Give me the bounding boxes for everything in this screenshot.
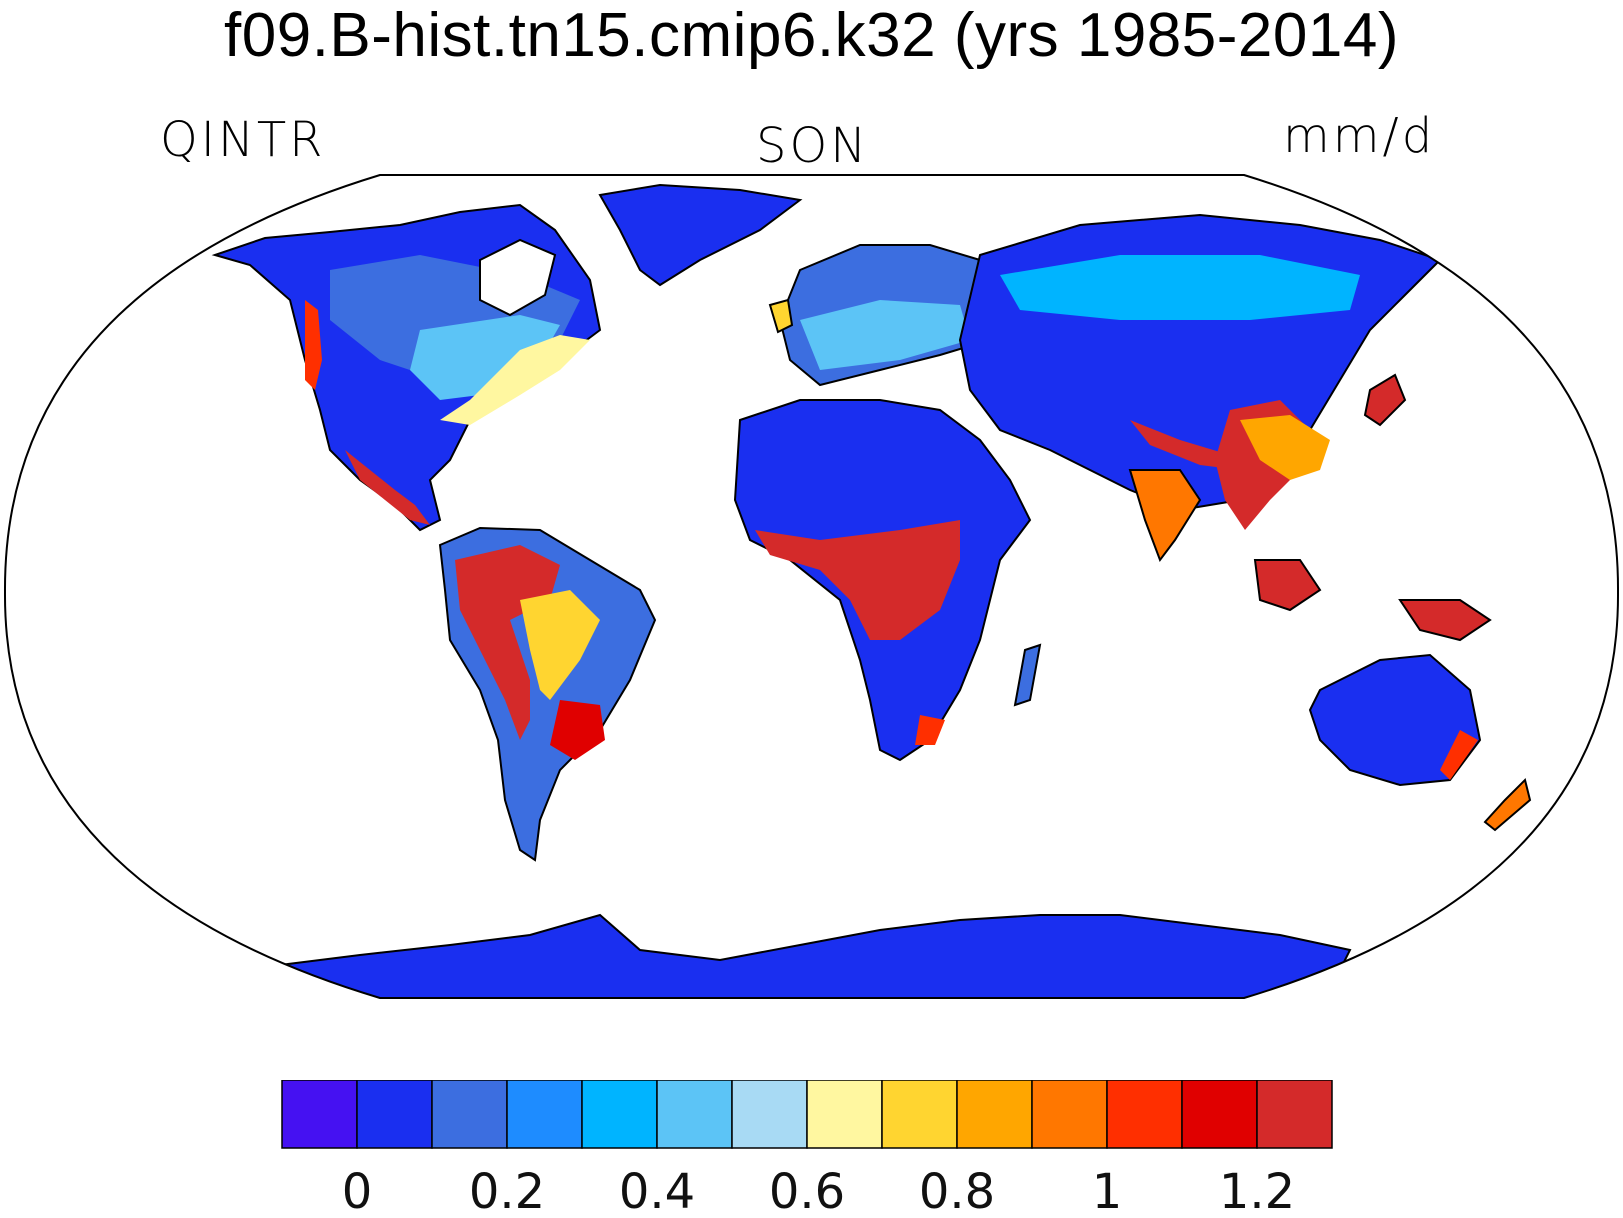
plot-title: f09.B-hist.tn15.cmip6.k32 (yrs 1985-2014… [224, 1, 1399, 70]
greenland [598, 183, 803, 287]
colorbar-tick-label: 0.6 [769, 1164, 845, 1218]
japan [1363, 373, 1407, 427]
colorbar-tick-label: 0.2 [469, 1164, 545, 1218]
brazil-south-red [550, 700, 605, 760]
siberia-lightblue [1000, 255, 1360, 320]
colorbar-box [1256, 1080, 1333, 1149]
units-label: mm/d [1283, 108, 1436, 164]
colorbar-box [1181, 1080, 1258, 1149]
colorbar-box [431, 1080, 508, 1149]
colorbar-box [956, 1080, 1033, 1149]
colorbar-tick-label: 0.4 [619, 1164, 695, 1218]
colorbar-box [506, 1080, 583, 1149]
colorbar-box [881, 1080, 958, 1149]
southern-africa-red [915, 715, 945, 745]
world-map [3, 174, 1620, 999]
colorbar-box [581, 1080, 658, 1149]
colorbar-boxes [281, 1080, 1333, 1149]
colorbar-tick-label: 0.8 [919, 1164, 995, 1218]
new-zealand [1483, 778, 1532, 832]
new-guinea [1398, 599, 1492, 642]
colorbar-box [731, 1080, 808, 1149]
madagascar [1013, 643, 1042, 707]
colorbar-box [1106, 1080, 1183, 1149]
na-west-coast [305, 300, 322, 390]
colorbar-box [656, 1080, 733, 1149]
himalaya-red [1130, 420, 1240, 470]
australia-east-red [1440, 730, 1478, 780]
na-yellow-east [440, 335, 590, 425]
colorbar-tick-label: 1 [1092, 1164, 1123, 1218]
colorbar-tick-label: 1.2 [1219, 1164, 1295, 1218]
central-africa-red [755, 520, 960, 640]
hudson-bay [479, 238, 557, 317]
colorbar-tick-label: 0 [342, 1164, 373, 1218]
china-yellow [1240, 415, 1330, 480]
season-label: SON [756, 118, 870, 174]
colorbar-tick-labels: 0 0.2 0.4 0.6 0.8 1 1.2 [342, 1164, 1295, 1218]
amazon-red [455, 545, 560, 740]
amazon-orange [520, 590, 600, 700]
variable-label: QINTR [160, 112, 326, 168]
colorbar: 0 0.2 0.4 0.6 0.8 1 1.2 [281, 1080, 1333, 1218]
colorbar-box [806, 1080, 883, 1149]
uk [768, 298, 794, 334]
colorbar-box [281, 1080, 358, 1149]
indonesia [1253, 559, 1322, 612]
mexico-red [345, 450, 430, 525]
na-lightblue [410, 315, 560, 400]
map-frame [3, 174, 1620, 999]
colorbar-box [356, 1080, 433, 1149]
india [1128, 469, 1202, 563]
colorbar-box [1031, 1080, 1108, 1149]
europe-lightblue [800, 300, 970, 370]
